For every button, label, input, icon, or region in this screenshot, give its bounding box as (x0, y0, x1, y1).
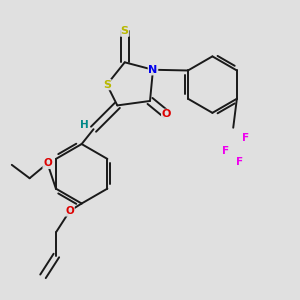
Text: F: F (242, 133, 249, 143)
Text: F: F (222, 146, 230, 157)
Text: O: O (162, 109, 171, 119)
Text: N: N (148, 65, 158, 75)
Text: O: O (43, 158, 52, 168)
Text: S: S (121, 26, 129, 36)
Text: O: O (65, 206, 74, 216)
Text: F: F (236, 157, 243, 167)
Text: H: H (80, 120, 89, 130)
Text: S: S (103, 80, 111, 90)
